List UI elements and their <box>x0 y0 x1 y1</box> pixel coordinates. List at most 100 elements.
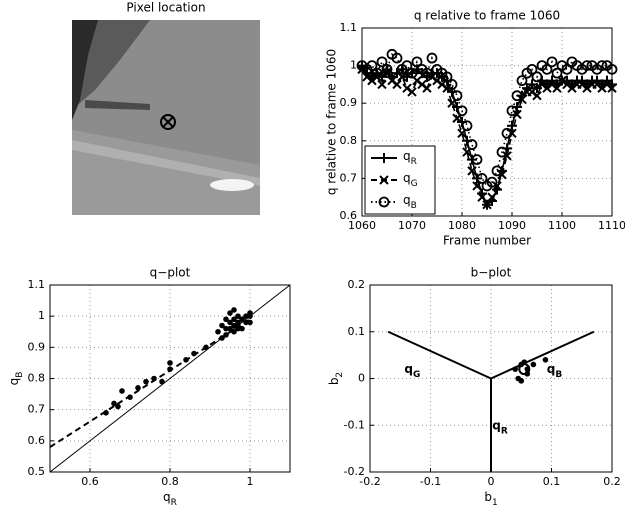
point <box>223 332 229 338</box>
marker <box>486 176 498 188</box>
marker <box>451 90 463 102</box>
chart-title: q−plot <box>150 266 191 280</box>
y-tick-label: 0.9 <box>28 340 46 353</box>
x-tick-label: -0.1 <box>420 475 441 488</box>
annotation: qG <box>404 362 420 380</box>
y-tick-label: 0.7 <box>340 171 358 184</box>
point <box>151 375 157 382</box>
point <box>239 316 245 323</box>
marker <box>456 105 468 117</box>
marker <box>596 60 608 71</box>
x-tick-label: -0.2 <box>359 475 380 488</box>
x-tick-label: 0.1 <box>543 475 561 488</box>
point <box>235 325 241 332</box>
pixel-image <box>72 20 260 215</box>
y-tick-label: -0.2 <box>344 465 365 478</box>
marker <box>466 139 478 150</box>
point <box>119 388 125 394</box>
y-axis-label: q relative to frame 1060 <box>325 49 339 195</box>
y-tick-label: 0.6 <box>28 434 46 447</box>
legend-label: qR <box>403 149 417 167</box>
y-tick-label: 1 <box>350 59 357 72</box>
x-tick-label: 1 <box>247 475 254 488</box>
x-tick-label: 0 <box>488 475 495 488</box>
point <box>219 335 225 341</box>
marker <box>496 146 508 158</box>
image-dark-edge <box>72 20 98 120</box>
annotation: qB <box>547 362 563 380</box>
marker <box>506 105 518 117</box>
annotation: qR <box>492 418 508 436</box>
marker <box>552 83 562 93</box>
marker <box>421 67 433 79</box>
point <box>223 316 229 323</box>
x-tick-label: 1100 <box>548 219 576 232</box>
y-tick-label: 1.1 <box>28 278 46 291</box>
marker <box>501 127 513 139</box>
marker <box>487 192 497 202</box>
reference-line <box>387 330 492 380</box>
marker <box>497 169 507 180</box>
chart-title: Pixel location <box>126 1 205 15</box>
marker <box>371 67 383 79</box>
point <box>227 310 233 316</box>
point <box>111 400 117 407</box>
marker <box>516 75 528 87</box>
marker <box>406 67 418 79</box>
marker <box>581 60 593 71</box>
marker <box>531 71 543 83</box>
x-tick-label: 0.8 <box>161 475 179 488</box>
reference-line <box>490 330 595 380</box>
point <box>103 409 109 416</box>
marker <box>392 79 402 90</box>
marker <box>426 52 438 64</box>
marker <box>532 90 542 101</box>
marker <box>391 52 403 64</box>
chart-title: b−plot <box>471 266 512 280</box>
y-tick-label: 0.8 <box>340 134 358 147</box>
marker <box>376 56 388 68</box>
y-axis-label: b2 <box>327 372 345 385</box>
marker <box>378 196 390 208</box>
marker <box>526 63 538 75</box>
point <box>530 361 537 368</box>
point <box>227 319 233 326</box>
point <box>143 378 149 385</box>
y-tick-label: -0.1 <box>344 418 365 431</box>
y-tick-label: 1 <box>38 309 45 322</box>
marker <box>512 109 522 120</box>
point <box>243 313 249 319</box>
highlight-point <box>518 363 531 376</box>
marker <box>366 60 378 71</box>
x-axis-label: Frame number <box>443 234 531 248</box>
image-white-blob <box>210 179 254 191</box>
marker <box>471 154 483 166</box>
marker <box>441 71 453 83</box>
marker <box>461 120 473 132</box>
marker <box>381 63 393 75</box>
y-tick-label: 0.5 <box>28 465 46 478</box>
point <box>239 325 245 332</box>
point <box>167 366 173 372</box>
marker <box>517 94 527 105</box>
point <box>231 316 237 323</box>
image-dark-stroke <box>85 100 150 110</box>
y-tick-label: 0 <box>358 372 365 385</box>
marker <box>442 83 452 93</box>
point <box>512 366 518 372</box>
point <box>191 350 197 357</box>
pixel-marker-cross <box>162 116 174 128</box>
x-tick-label: 0.2 <box>603 475 621 488</box>
marker <box>482 200 492 210</box>
marker <box>379 153 389 163</box>
point <box>135 385 141 391</box>
axes-frame <box>49 284 291 473</box>
axes-frame <box>369 284 613 473</box>
y-tick-label: 0.1 <box>348 325 366 338</box>
point <box>247 319 253 326</box>
legend-label: qB <box>403 193 417 211</box>
point <box>219 322 225 329</box>
point <box>215 328 221 335</box>
point <box>515 375 522 382</box>
